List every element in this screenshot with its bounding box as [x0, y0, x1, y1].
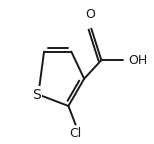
- Text: Cl: Cl: [69, 127, 82, 140]
- Text: OH: OH: [129, 54, 148, 67]
- Text: S: S: [32, 88, 41, 102]
- Text: O: O: [85, 8, 95, 21]
